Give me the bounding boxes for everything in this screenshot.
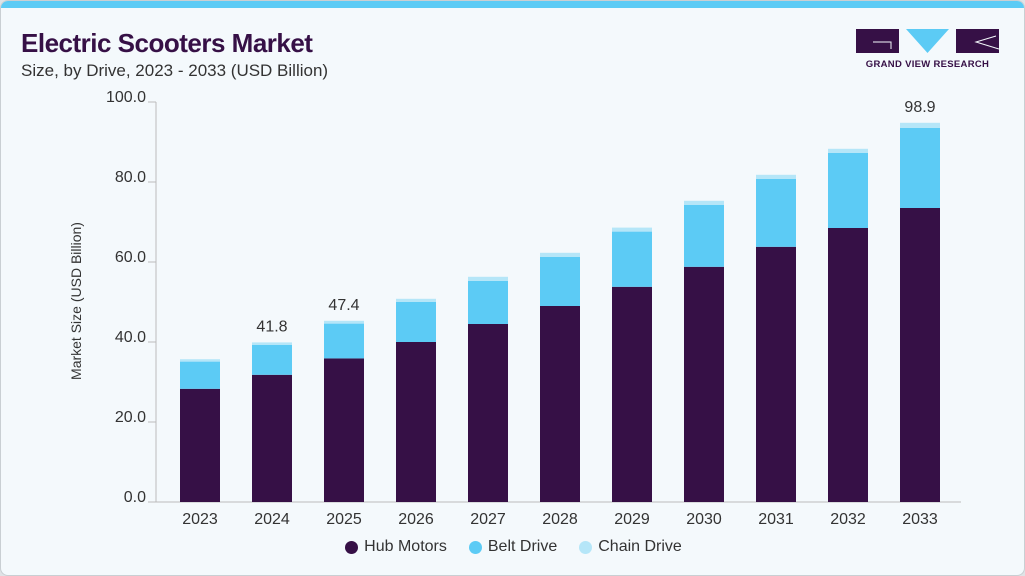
legend-item: Hub Motors <box>345 538 447 556</box>
bar-segment-chain-drive <box>324 320 364 324</box>
legend-dot-icon <box>345 540 359 554</box>
legend-label: Belt Drive <box>487 538 558 555</box>
chart-title: Electric Scooters Market <box>21 28 313 58</box>
bar-segment-belt-drive <box>684 204 724 267</box>
x-tick-label: 2026 <box>398 511 434 528</box>
bar-segment-hub-motors <box>252 374 292 502</box>
y-tick-label: 80.0 <box>115 169 146 186</box>
bar-segment-chain-drive <box>180 359 220 362</box>
bar-segment-chain-drive <box>900 122 940 128</box>
data-label: 98.9 <box>904 99 935 116</box>
legend-item: Chain Drive <box>579 538 682 556</box>
y-tick-label: 20.0 <box>115 409 146 426</box>
bar-segment-chain-drive <box>396 298 436 302</box>
x-tick-label: 2024 <box>254 511 290 528</box>
bar-segment-hub-motors <box>324 358 364 502</box>
legend-dot-icon <box>579 540 593 554</box>
bar-segment-chain-drive <box>540 252 580 257</box>
bar-segment-chain-drive <box>828 148 868 153</box>
y-tick-label: 40.0 <box>115 329 146 346</box>
x-tick-label: 2030 <box>686 511 722 528</box>
legend-item: Belt Drive <box>468 538 558 556</box>
bar-segment-belt-drive <box>252 344 292 375</box>
bar-segment-hub-motors <box>468 324 508 502</box>
legend: Hub Motors Belt Drive Chain Drive <box>1 538 1024 556</box>
bar-segment-belt-drive <box>180 361 220 389</box>
legend-label: Hub Motors <box>364 538 447 555</box>
y-tick-label: 0.0 <box>124 489 146 506</box>
bar-segment-belt-drive <box>612 231 652 287</box>
bar-segment-hub-motors <box>396 342 436 502</box>
bar-segment-chain-drive <box>252 342 292 345</box>
bar-segment-hub-motors <box>756 246 796 502</box>
bar-segment-belt-drive <box>900 128 940 208</box>
data-label: 47.4 <box>328 297 359 314</box>
top-accent-bar <box>1 1 1024 8</box>
legend-label: Chain Drive <box>598 538 682 555</box>
bar-segment-belt-drive <box>540 256 580 306</box>
bar-segment-belt-drive <box>324 323 364 359</box>
bar-segment-belt-drive <box>468 280 508 324</box>
x-tick-label: 2027 <box>470 511 506 528</box>
bar-segment-chain-drive <box>612 227 652 232</box>
bar-segment-hub-motors <box>540 306 580 502</box>
bar-segment-hub-motors <box>612 286 652 502</box>
bar-segment-chain-drive <box>468 276 508 281</box>
bar-segment-hub-motors <box>180 388 220 502</box>
legend-dot-icon <box>468 540 482 554</box>
bar-segment-hub-motors <box>684 266 724 502</box>
logo-text: GRAND VIEW RESEARCH <box>865 59 990 70</box>
y-tick-label: 60.0 <box>115 249 146 266</box>
x-tick-label: 2029 <box>614 511 650 528</box>
y-axis-title: Market Size (USD Billion) <box>68 222 84 380</box>
bar-segment-hub-motors <box>900 208 940 502</box>
x-tick-label: 2031 <box>758 511 794 528</box>
x-tick-label: 2025 <box>326 511 362 528</box>
bar-segment-hub-motors <box>828 228 868 502</box>
bar-segment-belt-drive <box>396 302 436 342</box>
y-tick-label: 100.0 <box>106 89 146 106</box>
x-tick-label: 2028 <box>542 511 578 528</box>
chart-subtitle: Size, by Drive, 2023 - 2033 (USD Billion… <box>21 61 329 80</box>
x-tick-label: 2023 <box>182 511 218 528</box>
data-label: 41.8 <box>256 318 287 335</box>
bar-segment-belt-drive <box>756 178 796 247</box>
grand-view-research-logo <box>856 29 999 53</box>
x-tick-label: 2032 <box>830 511 866 528</box>
bar-segment-belt-drive <box>828 152 868 228</box>
x-tick-label: 2033 <box>902 511 938 528</box>
bar-segment-chain-drive <box>756 174 796 179</box>
bar-segment-chain-drive <box>684 200 724 205</box>
